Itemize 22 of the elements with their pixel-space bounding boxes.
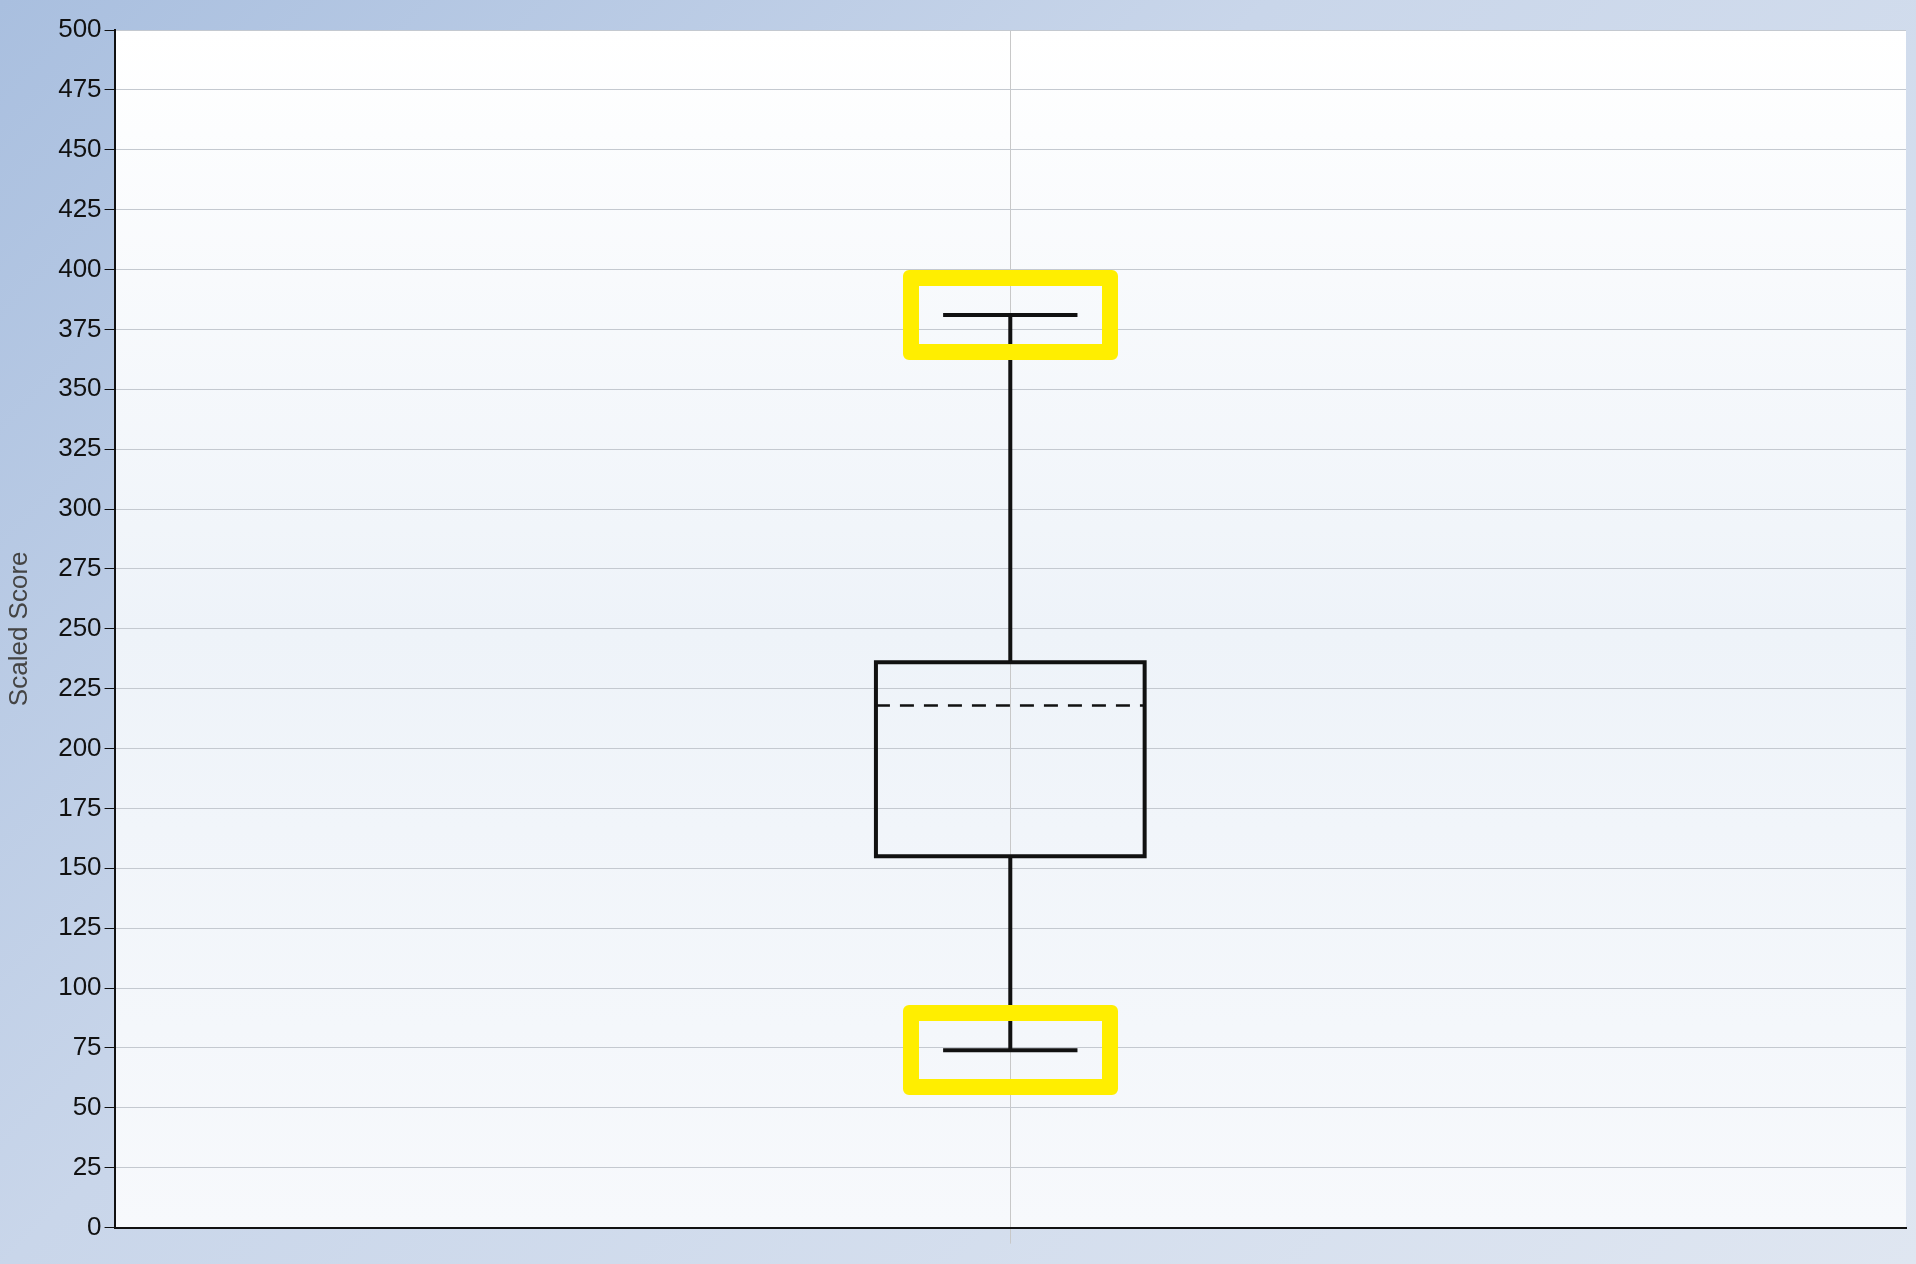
y-tick-label: 200 — [58, 731, 102, 762]
y-tick-label: 425 — [58, 192, 102, 223]
y-tick-label: 125 — [58, 911, 102, 942]
y-tick-label: 375 — [58, 312, 102, 343]
y-tick-label: 150 — [58, 851, 102, 882]
y-tick-label: 25 — [72, 1150, 102, 1181]
y-axis-title: Scaled Score — [2, 551, 33, 707]
y-tick-label: 50 — [72, 1091, 102, 1122]
y-tick-label: 300 — [58, 492, 102, 523]
y-tick-label: 400 — [58, 252, 102, 283]
y-tick-label: 75 — [72, 1031, 102, 1062]
y-tick-label: 475 — [58, 73, 102, 104]
y-tick-label: 450 — [58, 132, 102, 163]
y-tick-label: 175 — [58, 791, 102, 822]
y-tick-label: 325 — [58, 432, 102, 463]
y-tick-label: 500 — [58, 13, 102, 44]
y-tick-label: 0 — [87, 1210, 102, 1241]
y-tick-label: 225 — [58, 671, 102, 702]
y-tick-label: 100 — [58, 971, 102, 1002]
y-tick-label: 275 — [58, 552, 102, 583]
y-tick-label: 350 — [58, 372, 102, 403]
y-tick-label: 250 — [58, 611, 102, 642]
